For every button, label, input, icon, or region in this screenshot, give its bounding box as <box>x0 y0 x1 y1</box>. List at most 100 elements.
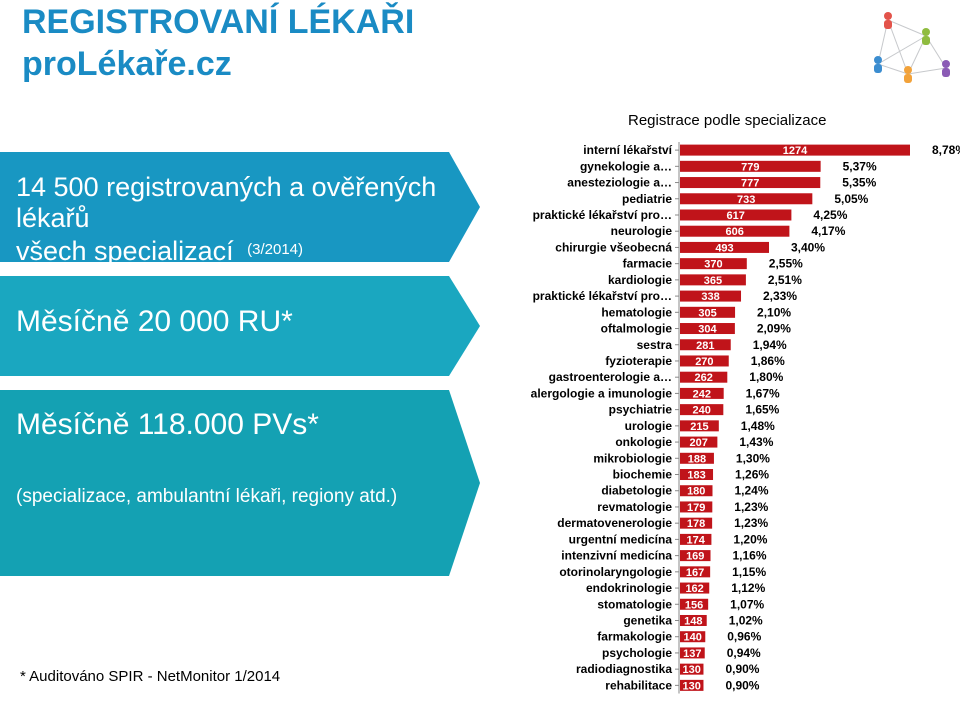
percent-label: 2,33% <box>763 289 797 303</box>
percent-label: 2,55% <box>769 257 803 271</box>
category-label: genetika <box>623 613 672 627</box>
category-label: biochemie <box>613 468 673 482</box>
percent-label: 1,24% <box>734 484 768 498</box>
percent-label: 2,51% <box>768 273 802 287</box>
percent-label: 1,94% <box>753 338 787 352</box>
network-people-icon <box>874 12 950 83</box>
bar-value-label: 148 <box>684 615 702 627</box>
bar-value-label: 169 <box>686 551 704 563</box>
bar <box>680 225 790 237</box>
bar <box>680 533 712 545</box>
bar <box>680 274 746 286</box>
monthly-ru-panel: Měsíčně 20 000 RU* <box>0 276 480 376</box>
category-label: gynekologie a… <box>580 159 672 173</box>
bar-value-label: 156 <box>685 599 703 611</box>
bar-value-label: 270 <box>695 356 713 368</box>
bar <box>680 420 719 432</box>
category-label: alergologie a imunologie <box>531 386 673 400</box>
bar <box>680 258 747 270</box>
monthly-pv-text: Měsíčně 118.000 PVs* <box>16 408 319 441</box>
bar <box>680 144 910 156</box>
bar-value-label: 304 <box>698 324 717 336</box>
bar <box>680 436 718 448</box>
category-label: sestra <box>637 338 673 352</box>
percent-label: 1,12% <box>731 581 765 595</box>
bar <box>680 209 792 221</box>
bar <box>680 598 709 610</box>
bar-value-label: 207 <box>690 437 708 449</box>
percent-label: 5,35% <box>842 176 876 190</box>
percent-label: 5,37% <box>843 159 877 173</box>
bar <box>680 501 713 513</box>
percent-label: 1,67% <box>746 386 780 400</box>
percent-label: 1,65% <box>745 403 779 417</box>
category-label: kardiologie <box>608 273 672 287</box>
monthly-ru-text: Měsíčně 20 000 RU* <box>16 305 293 338</box>
bar <box>680 290 742 302</box>
category-label: psychiatrie <box>609 403 673 417</box>
category-label: farmacie <box>623 257 673 271</box>
category-label: gastroenterologie a… <box>549 370 672 384</box>
percent-label: 4,17% <box>811 224 845 238</box>
bar <box>680 469 714 481</box>
bar-value-label: 137 <box>683 648 701 660</box>
category-label: onkologie <box>615 435 672 449</box>
bar <box>680 306 736 318</box>
bar-value-label: 281 <box>696 340 714 352</box>
registered-count-text: 14 500 registrovaných a ověřených <box>16 172 437 202</box>
category-label: pediatrie <box>622 192 672 206</box>
bar-value-label: 167 <box>686 567 704 579</box>
bar <box>680 517 713 529</box>
bar <box>680 404 724 416</box>
bar-value-label: 130 <box>683 664 701 676</box>
category-label: diabetologie <box>601 484 672 498</box>
percent-label: 1,23% <box>734 500 768 514</box>
category-label: praktické lékařství pro… <box>533 289 672 303</box>
percent-label: 8,78% <box>932 143 960 157</box>
category-label: fyzioterapie <box>605 354 672 368</box>
bar <box>680 550 711 562</box>
bar <box>680 387 724 399</box>
category-label: urologie <box>625 419 673 433</box>
registered-date: (3/2014) <box>247 241 303 258</box>
category-label: revmatologie <box>597 500 672 514</box>
bar <box>680 241 770 253</box>
percent-label: 1,86% <box>751 354 785 368</box>
percent-label: 1,15% <box>732 565 766 579</box>
bar <box>680 323 735 335</box>
percent-label: 3,40% <box>791 240 825 254</box>
percent-label: 0,94% <box>727 646 761 660</box>
bar <box>680 485 713 497</box>
bar-value-label: 179 <box>687 502 705 514</box>
bar-value-label: 174 <box>687 534 706 546</box>
percent-label: 1,20% <box>733 532 767 546</box>
category-label: praktické lékařství pro… <box>533 208 672 222</box>
bar-value-label: 370 <box>704 259 722 271</box>
percent-label: 1,43% <box>739 435 773 449</box>
panel-note: (specializace, ambulantní lékaři, region… <box>16 486 398 507</box>
bar-value-label: 178 <box>687 518 705 530</box>
bar <box>680 452 714 464</box>
page-subtitle: proLékaře.cz <box>22 45 232 83</box>
percent-label: 0,90% <box>725 678 759 692</box>
bar-value-label: 733 <box>737 194 755 206</box>
percent-label: 1,30% <box>736 451 770 465</box>
bar-value-label: 606 <box>726 226 744 238</box>
category-label: dermatovenerologie <box>557 516 672 530</box>
monthly-pv-panel: Měsíčně 118.000 PVs* (specializace, ambu… <box>0 390 480 576</box>
category-label: farmakologie <box>597 630 672 644</box>
bar-value-label: 188 <box>688 453 706 465</box>
footnote: * Auditováno SPIR - NetMonitor 1/2014 <box>20 668 281 685</box>
category-label: rehabilitace <box>605 678 672 692</box>
category-label: oftalmologie <box>601 322 673 336</box>
category-label: mikrobiologie <box>593 451 672 465</box>
registered-doctors-text: lékařů <box>16 203 90 233</box>
bar-value-label: 240 <box>692 405 710 417</box>
category-label: urgentní medicína <box>569 532 673 546</box>
bar-value-label: 365 <box>704 275 722 287</box>
bar <box>680 614 707 626</box>
category-label: hematologie <box>601 305 672 319</box>
percent-label: 1,02% <box>729 613 763 627</box>
percent-label: 5,05% <box>834 192 868 206</box>
